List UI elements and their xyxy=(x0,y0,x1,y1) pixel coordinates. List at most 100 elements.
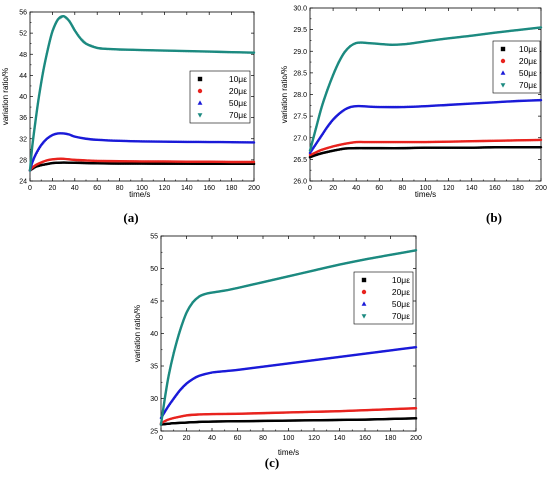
x-tick-label: 120 xyxy=(308,435,320,442)
series-2 xyxy=(159,407,418,425)
y-tick-label: 56 xyxy=(19,10,27,17)
legend-entry: 10με xyxy=(392,275,410,285)
chart-panel-1: 0 20 40 60 80 100 120 140 160 180 200 24 28 32 36 40 44 4… xyxy=(1,10,260,226)
y-tick-label: 26.5 xyxy=(293,157,307,164)
legend-marker xyxy=(361,301,367,306)
x-tick-label: 100 xyxy=(420,185,432,192)
x-tick-label: 60 xyxy=(93,185,101,192)
x-axis-label: time/s xyxy=(415,190,436,199)
series-3 xyxy=(28,132,256,172)
y-tick-label: 48 xyxy=(19,52,27,59)
y-tick-label: 50 xyxy=(150,266,158,273)
x-axis-label: time/s xyxy=(129,190,150,199)
legend-entry: 20με xyxy=(519,56,537,66)
x-tick-label: 100 xyxy=(283,435,295,442)
x-tick-label: 180 xyxy=(226,185,238,192)
panel-label: (b) xyxy=(486,210,502,225)
y-tick-label: 30.0 xyxy=(293,6,307,13)
y-tick-label: 45 xyxy=(150,299,158,306)
x-tick-label: 200 xyxy=(248,185,260,192)
x-tick-label: 0 xyxy=(159,435,163,442)
y-tick-label: 36 xyxy=(19,115,27,122)
y-tick-label: 40 xyxy=(19,94,27,101)
legend-entry: 10με xyxy=(519,44,537,54)
series-4 xyxy=(308,26,543,153)
legend-marker xyxy=(361,277,367,283)
y-tick-label: 28.0 xyxy=(293,92,307,99)
series-line xyxy=(308,138,543,157)
series-line xyxy=(308,98,543,155)
legend-entry: 50με xyxy=(392,299,410,309)
legend-marker xyxy=(361,289,367,295)
y-tick-label: 40 xyxy=(150,331,158,338)
series-3 xyxy=(159,345,418,420)
x-tick-label: 200 xyxy=(410,435,422,442)
y-tick-label: 30 xyxy=(150,396,158,403)
x-tick-label: 120 xyxy=(443,185,455,192)
legend-marker xyxy=(500,58,506,64)
series-line xyxy=(159,249,418,426)
x-tick-label: 20 xyxy=(49,185,57,192)
series-line xyxy=(159,417,418,426)
series-3 xyxy=(308,98,543,155)
series-4 xyxy=(159,249,418,426)
legend-marker xyxy=(197,88,203,94)
legend-entry: 20με xyxy=(392,287,410,297)
series-4 xyxy=(28,14,256,172)
x-tick-label: 20 xyxy=(329,185,337,192)
x-tick-label: 140 xyxy=(181,185,193,192)
series-2 xyxy=(28,157,256,172)
legend-marker xyxy=(500,70,506,75)
legend: 10με 20με 50με 70με xyxy=(353,271,414,325)
series-line xyxy=(159,407,418,425)
legend: 10με 20με 50με 70με xyxy=(492,40,541,94)
series-1 xyxy=(159,417,418,426)
x-tick-label: 180 xyxy=(512,185,524,192)
series-line xyxy=(28,161,256,172)
y-tick-label: 25 xyxy=(150,429,158,436)
x-tick-label: 160 xyxy=(203,185,215,192)
series-line xyxy=(308,26,543,152)
legend-entry: 10με xyxy=(229,74,247,84)
y-tick-label: 44 xyxy=(19,73,27,80)
y-tick-label: 24 xyxy=(19,179,27,186)
x-tick-label: 80 xyxy=(399,185,407,192)
series-line xyxy=(159,345,418,420)
panel-label: (a) xyxy=(123,210,138,225)
legend-entry: 50με xyxy=(519,68,537,78)
legend-entry: 50με xyxy=(229,98,247,108)
x-tick-label: 60 xyxy=(375,185,383,192)
legend-marker xyxy=(500,46,506,52)
x-tick-label: 40 xyxy=(71,185,79,192)
y-tick-label: 27.0 xyxy=(293,135,307,142)
x-tick-label: 80 xyxy=(116,185,124,192)
x-axis-label: time/s xyxy=(278,448,299,457)
series-line xyxy=(308,146,543,159)
legend-entry: 20με xyxy=(229,86,247,96)
plot-frame xyxy=(309,7,542,182)
legend-marker xyxy=(197,100,203,105)
y-tick-label: 26.0 xyxy=(293,179,307,186)
legend-entry: 70με xyxy=(392,311,410,321)
y-tick-label: 32 xyxy=(19,136,27,143)
plot-frame xyxy=(160,235,417,432)
y-tick-label: 29.0 xyxy=(293,49,307,56)
x-tick-label: 160 xyxy=(359,435,371,442)
y-axis-label: variation ratio/% xyxy=(280,66,289,123)
x-tick-label: 140 xyxy=(334,435,346,442)
x-tick-label: 40 xyxy=(352,185,360,192)
series-line xyxy=(28,132,256,172)
x-tick-label: 40 xyxy=(208,435,216,442)
x-tick-label: 180 xyxy=(385,435,397,442)
x-tick-label: 0 xyxy=(308,185,312,192)
series-2 xyxy=(308,138,543,157)
legend-entry: 70με xyxy=(519,80,537,90)
x-tick-label: 200 xyxy=(535,185,547,192)
x-tick-label: 0 xyxy=(28,185,32,192)
y-tick-label: 28 xyxy=(19,157,27,164)
x-tick-label: 100 xyxy=(136,185,148,192)
y-tick-label: 28.5 xyxy=(293,70,307,77)
y-tick-label: 29.5 xyxy=(293,27,307,34)
y-tick-label: 52 xyxy=(19,31,27,38)
